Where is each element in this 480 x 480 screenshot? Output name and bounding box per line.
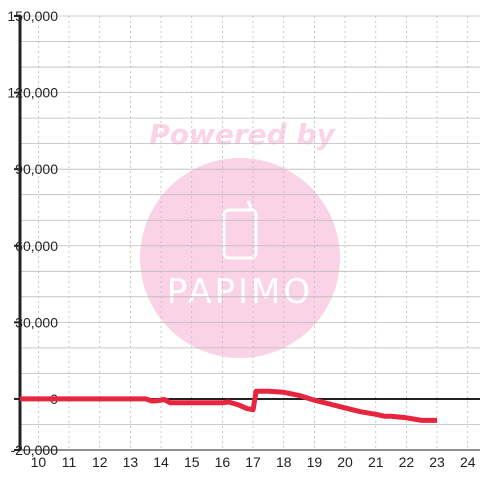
x-tick-label: 12 xyxy=(92,454,108,470)
x-tick-label: 15 xyxy=(184,454,200,470)
watermark: Powered by PAPIMO xyxy=(140,118,340,358)
x-tick-label: 21 xyxy=(368,454,384,470)
series-line xyxy=(20,388,438,423)
x-tick-label: 13 xyxy=(123,454,139,470)
phone-icon xyxy=(222,200,258,260)
y-tick-label: 30,000 xyxy=(15,314,58,330)
watermark-brand: PAPIMO xyxy=(167,272,313,312)
y-tick-label: -20,000 xyxy=(11,442,59,458)
x-tick-label: 18 xyxy=(276,454,292,470)
x-tick-label: 19 xyxy=(307,454,323,470)
y-tick-label: 150,000 xyxy=(7,8,58,24)
x-tick-label: 20 xyxy=(337,454,353,470)
x-tick-label: 16 xyxy=(215,454,231,470)
y-tick-label: 60,000 xyxy=(15,238,58,254)
tick-labels: 150,000120,00090,00060,00030,0000-20,000… xyxy=(7,8,475,470)
y-tick-label: 90,000 xyxy=(15,161,58,177)
series-layer xyxy=(20,388,438,423)
x-tick-label: 22 xyxy=(399,454,415,470)
x-tick-label: 14 xyxy=(153,454,169,470)
x-tick-label: 10 xyxy=(31,454,47,470)
y-tick-label: 120,000 xyxy=(7,85,58,101)
x-tick-label: 11 xyxy=(62,454,77,470)
x-tick-label: 24 xyxy=(460,454,476,470)
x-tick-label: 17 xyxy=(245,454,261,470)
x-tick-label: 23 xyxy=(429,454,445,470)
watermark-caption: Powered by xyxy=(149,118,336,151)
